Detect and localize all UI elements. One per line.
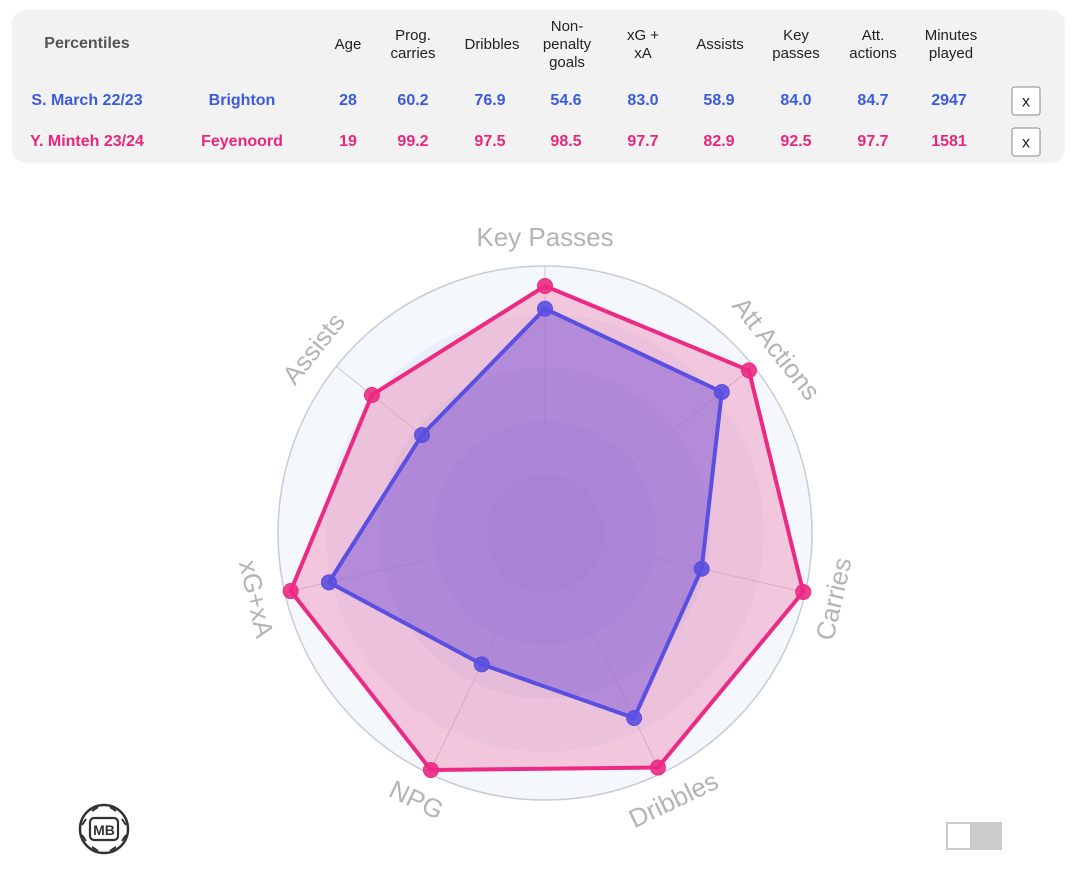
radar-point-1-6	[363, 386, 380, 403]
remove-row-a-button[interactable]: x	[1011, 86, 1041, 116]
row-b-np-goals: 98.5	[550, 133, 582, 150]
row-b-prog-carries: 99.2	[397, 133, 429, 150]
row-a-prog-carries: 60.2	[397, 92, 429, 109]
radar-axis-label: NPG	[385, 774, 449, 825]
row-b-key-passes: 92.5	[780, 133, 812, 150]
row-a-np-goals: 54.6	[550, 92, 582, 109]
header-prog-carries: Prog. carries	[390, 27, 436, 62]
radar-point-1-1	[740, 362, 757, 379]
row-b-team: Feyenoord	[201, 133, 283, 150]
radar-point-1-2	[795, 583, 812, 600]
radar-point-0-3	[626, 709, 643, 726]
radar-point-0-2	[693, 560, 710, 577]
header-key-passes: Key passes	[772, 27, 820, 62]
row-a-xg-xa: 83.0	[627, 92, 659, 109]
radar-axis-label: Key Passes	[476, 222, 613, 252]
radar-point-0-1	[713, 383, 730, 400]
theme-toggle[interactable]	[946, 822, 1002, 850]
row-a-player: S. March 22/23	[31, 92, 143, 109]
row-a-dribbles: 76.9	[474, 92, 506, 109]
radar-point-0-0	[537, 300, 553, 317]
header-xg-xa: xG + xA	[626, 27, 660, 62]
header-dribbles: Dribbles	[464, 36, 520, 53]
row-a-assists: 58.9	[703, 92, 735, 109]
radar-point-1-5	[282, 583, 299, 600]
row-b-xg-xa: 97.7	[627, 133, 659, 150]
radar-point-1-3	[649, 759, 666, 776]
radar-point-1-0	[537, 278, 553, 295]
radar-point-0-4	[473, 656, 490, 673]
row-a-att-actions: 84.7	[857, 92, 889, 109]
row-b-player: Y. Minteh 23/24	[30, 133, 144, 150]
header-age: Age	[334, 36, 362, 53]
row-a-key-passes: 84.0	[780, 92, 812, 109]
row-b-dribbles: 97.5	[474, 133, 506, 150]
row-b-assists: 82.9	[703, 133, 735, 150]
row-b-minutes: 1581	[931, 133, 967, 150]
radar-point-1-4	[422, 761, 439, 778]
radar-axis-label: Carries	[810, 555, 858, 643]
row-a-minutes: 2947	[931, 92, 967, 109]
remove-row-b-button[interactable]: x	[1011, 127, 1041, 157]
row-a-team: Brighton	[208, 92, 276, 109]
logo-text: MB	[93, 822, 115, 838]
header-att-actions: Att. actions	[849, 27, 897, 62]
row-b-age: 19	[339, 133, 357, 150]
header-np-goals: Non-penalty goals	[542, 18, 592, 71]
mb-logo-icon: MB	[78, 803, 130, 855]
row-a-age: 28	[339, 92, 357, 109]
radar-series-0	[326, 306, 724, 720]
toggle-knob	[948, 824, 970, 848]
header-assists: Assists	[696, 36, 744, 53]
header-minutes: Minutes played	[924, 27, 978, 62]
radar-axis-label: xG+xA	[233, 557, 280, 641]
comparison-table: Percentiles Age Prog. carries Dribbles No…	[12, 10, 1065, 163]
table-title: Percentiles	[44, 35, 130, 52]
radar-point-0-6	[414, 426, 431, 443]
row-b-att-actions: 97.7	[857, 133, 889, 150]
radar-point-0-5	[320, 574, 337, 591]
